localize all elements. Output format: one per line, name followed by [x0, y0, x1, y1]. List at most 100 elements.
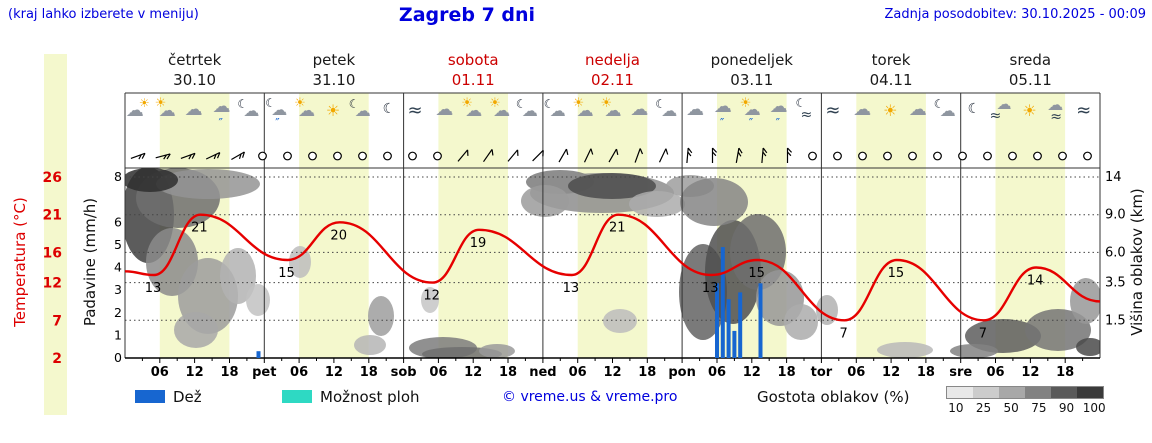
density-value: 100 [1082, 401, 1106, 415]
svg-text:18: 18 [1056, 365, 1074, 380]
svg-text:06: 06 [986, 365, 1004, 380]
svg-text:18: 18 [220, 365, 238, 380]
showers-legend-label: Možnost ploh [320, 388, 420, 406]
svg-text:ned: ned [529, 365, 556, 380]
showers-legend-swatch [282, 390, 312, 403]
svg-text:14: 14 [1027, 274, 1044, 289]
cloud-density-layer [125, 168, 1100, 358]
svg-text:06: 06 [290, 365, 308, 380]
svg-text:3: 3 [114, 282, 122, 297]
svg-text:16: 16 [43, 245, 62, 261]
density-value: 75 [1031, 401, 1047, 415]
svg-text:12: 12 [43, 276, 62, 292]
svg-text:1: 1 [114, 327, 122, 342]
credit-link[interactable]: © vreme.us & vreme.pro [502, 389, 678, 405]
gridlines [125, 176, 1100, 321]
svg-text:pet: pet [252, 365, 276, 380]
day-name: ponedeljek [710, 51, 793, 69]
svg-text:06: 06 [429, 365, 447, 380]
day-date: 01.11 [451, 71, 495, 89]
svg-text:sob: sob [391, 365, 417, 380]
svg-text:pon: pon [668, 365, 696, 380]
density-swatch [973, 387, 999, 398]
density-value: 10 [948, 401, 964, 415]
svg-text:12: 12 [464, 365, 482, 380]
svg-text:12: 12 [882, 365, 900, 380]
svg-text:06: 06 [151, 365, 169, 380]
day-header: sreda 05.11 [961, 50, 1100, 90]
precipitation-bars [256, 247, 763, 358]
svg-text:0: 0 [114, 350, 122, 365]
temperature-curve [124, 213, 1101, 322]
day-name: sobota [447, 51, 499, 69]
temp-axis-ticks: 26 21 16 12 7 2 [43, 170, 62, 367]
svg-text:2: 2 [52, 351, 62, 367]
svg-text:21: 21 [191, 221, 208, 236]
svg-text:13: 13 [563, 281, 580, 296]
svg-text:13: 13 [702, 281, 719, 296]
svg-text:12: 12 [1021, 365, 1039, 380]
density-value: 90 [1058, 401, 1075, 415]
svg-text:06: 06 [569, 365, 587, 380]
svg-text:18: 18 [778, 365, 796, 380]
time-axis-labels: 06 12 18 pet 06 12 18 sob 06 12 18 ned 06 12 18 pon 06 12… [151, 365, 1074, 380]
wind-row [130, 147, 1092, 164]
day-header: sobota 01.11 [404, 50, 543, 90]
svg-text:15: 15 [888, 266, 905, 281]
day-date: 31.10 [312, 71, 356, 89]
svg-text:4: 4 [114, 260, 122, 275]
temperature-value-labels: 13 21 15 20 12 19 13 21 13 15 7 15 7 14 [145, 221, 1044, 342]
svg-text:5: 5 [114, 237, 122, 252]
svg-text:15: 15 [278, 266, 295, 281]
day-date: 04.11 [869, 71, 913, 89]
cloud-density-scale [946, 386, 1104, 399]
svg-text:21: 21 [609, 221, 626, 236]
svg-text:8: 8 [114, 169, 122, 184]
svg-text:19: 19 [470, 236, 487, 251]
density-swatch [999, 387, 1025, 398]
svg-text:14: 14 [1105, 170, 1122, 185]
cloud-density-scale-values: 10 25 50 75 90 100 [942, 401, 1108, 415]
day-date: 30.10 [173, 71, 217, 89]
day-header: nedelja 02.11 [543, 50, 682, 90]
svg-text:06: 06 [708, 365, 726, 380]
day-date: 02.11 [591, 71, 634, 89]
cloud-axis-ticks: 14 9.0 6.0 3.5 1.5 [1105, 170, 1126, 328]
svg-text:20: 20 [330, 228, 347, 243]
day-header: torek 04.11 [821, 50, 960, 90]
svg-text:12: 12 [186, 365, 204, 380]
svg-text:12: 12 [603, 365, 621, 380]
svg-text:18: 18 [638, 365, 656, 380]
day-name: sreda [1009, 51, 1052, 69]
cloud-density-legend-label: Gostota oblakov (%) [757, 388, 910, 406]
day-name: četrtek [167, 51, 222, 69]
day-header: četrtek 30.10 [125, 50, 264, 90]
day-name: torek [871, 51, 911, 69]
density-swatch [1051, 387, 1077, 398]
day-name: nedelja [584, 51, 640, 69]
svg-text:7: 7 [979, 326, 987, 341]
svg-text:13: 13 [145, 281, 162, 296]
svg-text:2: 2 [114, 305, 122, 320]
svg-text:26: 26 [43, 170, 62, 186]
day-date: 05.11 [1008, 71, 1052, 89]
svg-text:12: 12 [743, 365, 761, 380]
day-name: petek [312, 51, 356, 69]
svg-text:7: 7 [839, 326, 847, 341]
svg-text:9.0: 9.0 [1105, 208, 1126, 223]
day-header: petek 31.10 [264, 50, 403, 90]
day-date: 03.11 [730, 71, 774, 89]
svg-text:18: 18 [499, 365, 517, 380]
location-hint: (kraj lahko izberete v meniju) [8, 7, 199, 22]
rain-legend-swatch [135, 390, 165, 403]
svg-text:15: 15 [748, 266, 765, 281]
last-update: Zadnja posodobitev: 30.10.2025 - 00:09 [884, 7, 1146, 22]
rain-legend-label: Dež [173, 388, 202, 406]
svg-text:3.5: 3.5 [1105, 276, 1126, 291]
page-title: Zagreb 7 dni [398, 4, 536, 26]
svg-text:06: 06 [847, 365, 865, 380]
density-value: 50 [1003, 401, 1019, 415]
svg-text:6: 6 [114, 214, 122, 229]
